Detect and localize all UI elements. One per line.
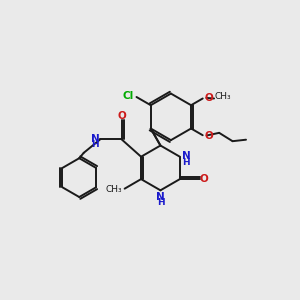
Text: H: H [157, 198, 164, 207]
Text: N: N [156, 192, 165, 202]
Text: CH₃: CH₃ [215, 92, 231, 101]
Text: Cl: Cl [123, 92, 134, 101]
Text: H: H [92, 140, 99, 149]
Text: O: O [204, 93, 213, 103]
Text: O: O [204, 131, 213, 141]
Text: CH₃: CH₃ [106, 185, 122, 194]
Text: O: O [200, 174, 208, 184]
Text: O: O [117, 111, 126, 121]
Text: H: H [183, 158, 190, 166]
Text: N: N [182, 151, 191, 161]
Text: N: N [91, 134, 100, 144]
